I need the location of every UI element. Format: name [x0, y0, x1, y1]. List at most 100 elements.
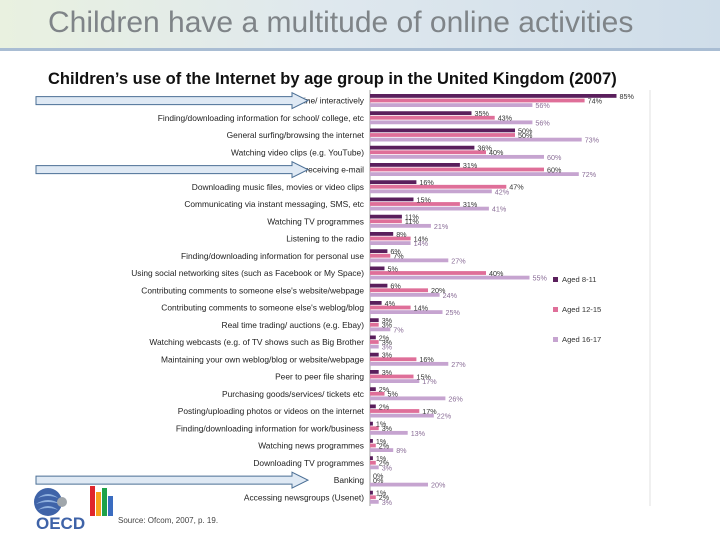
value-label: 26% [448, 394, 463, 403]
value-label: 2% [379, 385, 390, 394]
value-label: 31% [463, 200, 478, 209]
value-label: 17% [422, 377, 437, 386]
bar-aged-8-11 [370, 387, 376, 392]
bar-aged-16-17 [370, 120, 533, 125]
category-label: Watching TV programmes [267, 216, 364, 226]
bar-aged-16-17 [370, 465, 379, 470]
value-label: 20% [431, 286, 446, 295]
value-label: 2% [379, 459, 390, 468]
bar-aged-16-17 [370, 189, 492, 194]
value-label: 3% [382, 316, 393, 325]
value-label: 14% [414, 303, 429, 312]
bar-aged-16-17 [370, 172, 579, 176]
bar-aged-8-11 [370, 180, 417, 185]
bar-aged-12-15 [370, 236, 411, 241]
bar-aged-12-15 [370, 322, 379, 327]
category-label: Accessing newsgroups (Usenet) [244, 492, 364, 502]
value-label: 2% [379, 402, 390, 411]
value-label: 4% [385, 299, 396, 308]
category-label: Contributing comments to someone else's … [161, 303, 364, 313]
value-label: 5% [388, 264, 399, 273]
value-label: 2% [379, 441, 390, 450]
value-label: 0% [373, 471, 384, 480]
category-label: Peer to peer file sharing [275, 372, 364, 382]
bar-aged-12-15 [370, 340, 379, 344]
bar-aged-16-17 [370, 430, 408, 435]
bar-aged-12-15 [370, 426, 379, 431]
bar-aged-8-11 [370, 352, 379, 357]
bar-aged-16-17 [370, 361, 449, 366]
bar-aged-12-15 [370, 305, 411, 310]
legend-swatch [553, 277, 558, 282]
bar-aged-12-15 [370, 150, 486, 155]
oecd-logo-text: OECD [36, 514, 86, 533]
value-label: 17% [422, 407, 437, 416]
value-label: 3% [382, 498, 393, 507]
bar-aged-12-15 [370, 288, 428, 293]
bar-aged-16-17 [370, 499, 379, 504]
value-label: 8% [396, 230, 407, 239]
value-label: 1% [376, 420, 387, 429]
globe-icon [34, 486, 113, 516]
bar-aged-12-15 [370, 374, 414, 379]
value-label: 7% [393, 325, 404, 334]
value-label: 73% [585, 136, 600, 145]
value-label: 6% [390, 247, 401, 256]
highlight-arrow [35, 160, 310, 179]
value-label: 40% [489, 148, 504, 157]
bar-aged-16-17 [370, 137, 582, 142]
bar-aged-12-15 [370, 357, 417, 362]
value-label: 60% [547, 153, 562, 162]
value-label: 43% [498, 114, 513, 123]
value-label: 35% [475, 109, 490, 118]
value-label: 16% [419, 355, 434, 364]
value-label: 40% [489, 269, 504, 278]
legend-swatch [553, 307, 558, 312]
value-label: 3% [382, 424, 393, 433]
bar-aged-16-17 [370, 448, 394, 452]
bar-aged-12-15 [370, 271, 486, 275]
value-label: 3% [382, 338, 393, 347]
bar-aged-12-15 [370, 443, 376, 448]
value-label: 85% [620, 92, 635, 101]
bar-aged-12-15 [370, 391, 385, 396]
bar-aged-16-17 [370, 310, 443, 314]
value-label: 14% [414, 234, 429, 243]
category-label: Banking [334, 475, 365, 485]
category-label: Downloading TV programmes [253, 458, 364, 468]
category-label: Posting/uploading photos or videos on th… [178, 406, 365, 416]
highlight-arrow [35, 91, 310, 110]
value-label: 42% [495, 187, 510, 196]
value-label: 36% [477, 144, 492, 153]
category-label: Finding/downloading information for scho… [158, 113, 364, 123]
category-label: Purchasing goods/services/ tickets etc [222, 389, 364, 399]
category-label: Real time trading/ auctions (e.g. Ebay) [222, 320, 365, 330]
bar-aged-12-15 [370, 184, 507, 189]
bar-aged-16-17 [370, 103, 533, 107]
bar-aged-8-11 [370, 439, 373, 443]
bar-aged-16-17 [370, 275, 530, 280]
header-rule [0, 48, 720, 51]
bar-aged-16-17 [370, 482, 428, 487]
bar-aged-8-11 [370, 456, 373, 461]
bar-aged-16-17 [370, 379, 420, 383]
category-label: Finding/downloading information for pers… [181, 251, 364, 261]
bar-aged-12-15 [370, 98, 585, 103]
bar-aged-12-15 [370, 167, 544, 172]
category-label: Finding/downloading information for work… [176, 423, 364, 433]
bar-aged-8-11 [370, 145, 475, 150]
value-label: 27% [451, 360, 466, 369]
category-label: Watching video clips (e.g. YouTube) [231, 147, 364, 157]
value-label: 7% [393, 252, 404, 261]
bar-aged-8-11 [370, 197, 414, 202]
bar-aged-16-17 [370, 344, 379, 349]
category-label: Using social networking sites (such as F… [131, 268, 364, 278]
value-label: 0% [373, 476, 384, 485]
legend-label: Aged 8-11 [562, 275, 596, 284]
value-label: 16% [419, 178, 434, 187]
value-label: 8% [396, 446, 407, 455]
value-label: 2% [379, 333, 390, 342]
bar-aged-8-11 [370, 163, 460, 167]
value-label: 3% [382, 321, 393, 330]
oecd-logo: OECD [32, 484, 114, 539]
